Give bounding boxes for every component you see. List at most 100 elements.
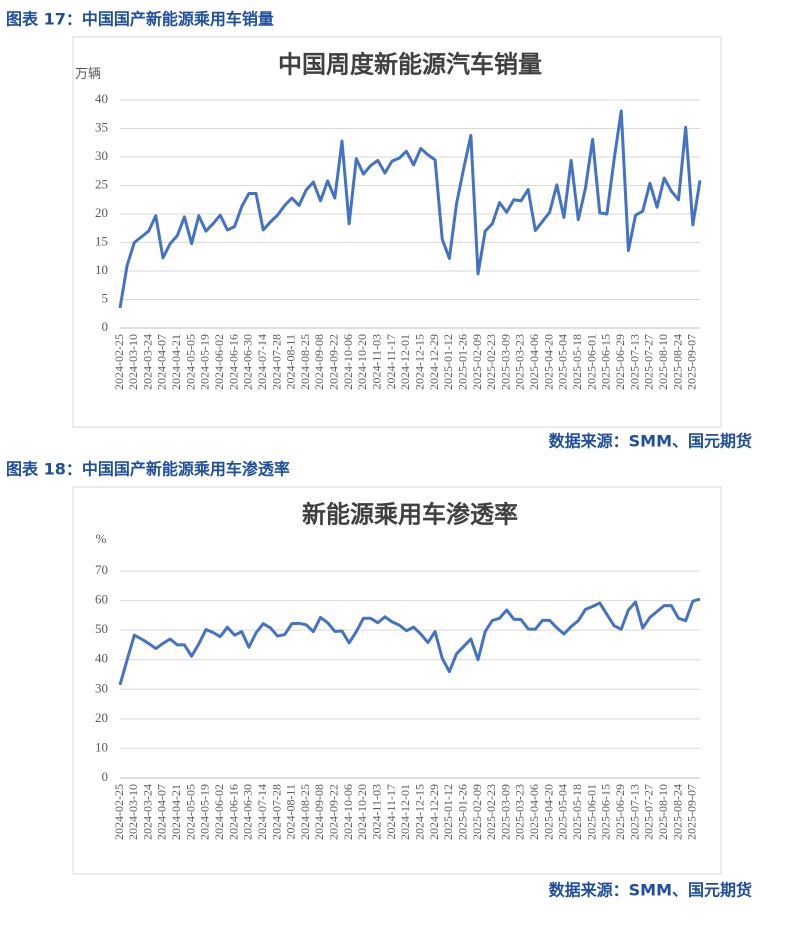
x-tick-label: 2024-03-10 bbox=[126, 784, 140, 840]
x-tick-label: 2025-05-04 bbox=[556, 784, 570, 840]
x-tick-label: 2024-04-21 bbox=[169, 784, 183, 840]
y-tick-label: 70 bbox=[95, 562, 108, 577]
x-tick-label: 2024-12-29 bbox=[427, 334, 441, 390]
x-tick-label: 2025-04-06 bbox=[527, 784, 541, 840]
x-tick-label: 2024-05-05 bbox=[183, 334, 197, 390]
x-tick-label: 2024-12-15 bbox=[412, 784, 426, 840]
x-tick-label: 2025-05-18 bbox=[570, 784, 584, 840]
x-tick-label: 2025-05-04 bbox=[556, 334, 570, 390]
y-tick-label: 35 bbox=[95, 119, 108, 134]
x-tick-label: 2025-07-13 bbox=[627, 334, 641, 390]
x-tick-label: 2024-12-29 bbox=[427, 784, 441, 840]
chart-frame bbox=[72, 486, 722, 875]
x-tick-label: 2025-02-09 bbox=[470, 784, 484, 840]
x-tick-label: 2025-01-12 bbox=[441, 334, 455, 390]
y-axis-unit: % bbox=[96, 531, 107, 546]
x-tick-label: 2024-10-06 bbox=[341, 784, 355, 840]
y-tick-label: 0 bbox=[102, 769, 109, 784]
x-tick-label: 2025-03-23 bbox=[513, 784, 527, 840]
x-tick-label: 2025-03-09 bbox=[498, 784, 512, 840]
x-tick-label: 2024-06-02 bbox=[212, 334, 226, 390]
x-tick-label: 2025-06-15 bbox=[599, 784, 613, 840]
x-tick-label: 2025-03-23 bbox=[513, 334, 527, 390]
x-tick-label: 2024-11-03 bbox=[370, 334, 384, 390]
x-tick-label: 2025-02-09 bbox=[470, 334, 484, 390]
x-tick-label: 2025-07-13 bbox=[627, 784, 641, 840]
y-tick-label: 40 bbox=[95, 651, 108, 666]
data-line bbox=[118, 109, 702, 309]
x-tick-label: 2025-06-01 bbox=[584, 784, 598, 840]
x-tick-label: 2025-09-07 bbox=[685, 784, 699, 840]
x-tick-label: 2024-09-22 bbox=[327, 784, 341, 840]
x-tick-label: 2024-07-14 bbox=[255, 784, 269, 840]
source: 数据来源：SMM、国元期货 bbox=[549, 881, 752, 900]
x-tick-label: 2024-06-16 bbox=[226, 784, 240, 840]
x-tick-label: 2024-03-24 bbox=[140, 334, 154, 390]
x-tick-label: 2025-01-26 bbox=[455, 784, 469, 840]
y-tick-label: 0 bbox=[102, 319, 109, 334]
x-tick-label: 2024-08-25 bbox=[298, 784, 312, 840]
y-tick-label: 30 bbox=[95, 680, 108, 695]
x-tick-label: 2024-08-11 bbox=[284, 784, 298, 840]
x-tick-label: 2025-08-10 bbox=[656, 784, 670, 840]
x-tick-label: 2025-08-24 bbox=[670, 334, 684, 390]
x-tick-label: 2025-07-27 bbox=[642, 784, 656, 840]
y-tick-label: 10 bbox=[95, 262, 108, 277]
x-tick-label: 2025-01-12 bbox=[441, 784, 455, 840]
chart-title: 中国周度新能源汽车销量 bbox=[278, 51, 542, 79]
x-tick-label: 2025-08-24 bbox=[670, 784, 684, 840]
x-tick-label: 2025-05-18 bbox=[570, 334, 584, 390]
x-tick-label: 2025-06-29 bbox=[613, 334, 627, 390]
x-tick-label: 2025-03-09 bbox=[498, 334, 512, 390]
y-tick-label: 5 bbox=[102, 290, 109, 305]
x-tick-label: 2024-08-25 bbox=[298, 334, 312, 390]
x-tick-label: 2024-10-06 bbox=[341, 334, 355, 390]
x-tick-label: 2024-05-19 bbox=[198, 784, 212, 840]
x-tick-label: 2024-04-21 bbox=[169, 334, 183, 390]
x-tick-label: 2024-04-07 bbox=[155, 334, 169, 390]
y-tick-label: 20 bbox=[95, 205, 108, 220]
y-tick-label: 40 bbox=[95, 91, 108, 106]
chart-frame bbox=[72, 36, 722, 428]
x-tick-label: 2024-10-20 bbox=[355, 334, 369, 390]
x-tick-label: 2024-10-20 bbox=[355, 784, 369, 840]
y-tick-label: 50 bbox=[95, 621, 108, 636]
data-line bbox=[118, 597, 701, 686]
x-tick-label: 2024-07-28 bbox=[269, 784, 283, 840]
x-tick-label: 2024-05-05 bbox=[183, 784, 197, 840]
x-tick-label: 2025-07-27 bbox=[642, 334, 656, 390]
x-tick-label: 2024-11-17 bbox=[384, 334, 398, 390]
x-tick-label: 2024-05-19 bbox=[198, 334, 212, 390]
x-tick-label: 2025-08-10 bbox=[656, 334, 670, 390]
x-tick-label: 2025-09-07 bbox=[685, 334, 699, 390]
x-tick-label: 2024-06-30 bbox=[241, 784, 255, 840]
caption: 图表 17：中国国产新能源乘用车销量 bbox=[6, 10, 274, 29]
x-tick-label: 2024-09-22 bbox=[327, 334, 341, 390]
x-tick-label: 2024-08-11 bbox=[284, 334, 298, 390]
y-tick-label: 20 bbox=[95, 710, 108, 725]
x-tick-label: 2025-06-29 bbox=[613, 784, 627, 840]
x-tick-label: 2024-12-01 bbox=[398, 784, 412, 840]
x-tick-label: 2024-02-25 bbox=[112, 784, 126, 840]
source: 数据来源：SMM、国元期货 bbox=[549, 432, 752, 451]
y-tick-label: 30 bbox=[95, 148, 108, 163]
x-tick-label: 2024-06-02 bbox=[212, 784, 226, 840]
y-axis-unit: 万辆 bbox=[75, 66, 101, 81]
x-tick-label: 2024-09-08 bbox=[312, 334, 326, 390]
x-tick-label: 2025-04-20 bbox=[541, 784, 555, 840]
x-tick-label: 2024-06-30 bbox=[241, 334, 255, 390]
x-tick-label: 2024-03-10 bbox=[126, 334, 140, 390]
x-tick-label: 2024-09-08 bbox=[312, 784, 326, 840]
x-tick-label: 2024-03-24 bbox=[140, 784, 154, 840]
x-tick-label: 2025-06-15 bbox=[599, 334, 613, 390]
y-tick-label: 25 bbox=[95, 176, 108, 191]
x-tick-label: 2024-04-07 bbox=[155, 784, 169, 840]
x-tick-label: 2025-04-06 bbox=[527, 334, 541, 390]
x-tick-label: 2025-06-01 bbox=[584, 334, 598, 390]
x-tick-label: 2024-12-15 bbox=[412, 334, 426, 390]
x-tick-label: 2024-12-01 bbox=[398, 334, 412, 390]
x-tick-label: 2024-06-16 bbox=[226, 334, 240, 390]
x-tick-label: 2024-11-17 bbox=[384, 784, 398, 840]
y-tick-label: 60 bbox=[95, 592, 108, 607]
